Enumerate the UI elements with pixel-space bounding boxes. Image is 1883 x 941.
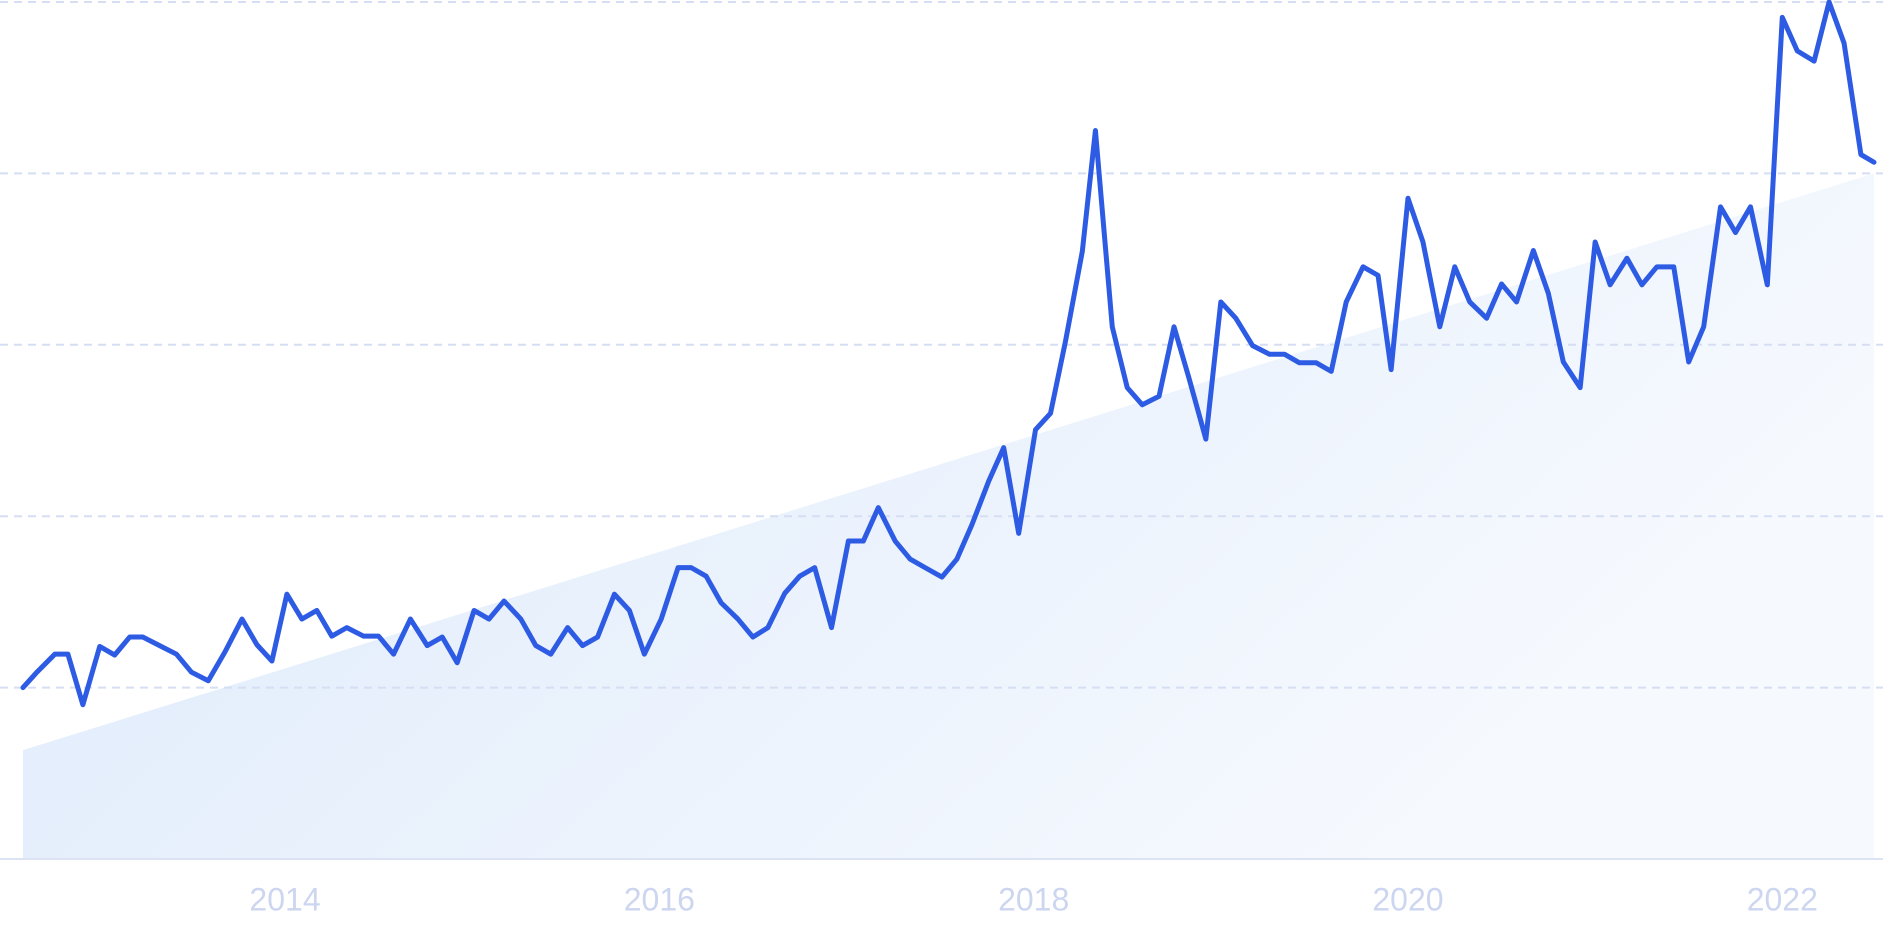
x-tick-label: 2020 [1372,881,1443,917]
trend-line [20,0,1877,708]
x-tick-label: 2016 [624,881,695,917]
trend-area [23,173,1874,859]
x-tick-label: 2014 [249,881,320,917]
x-tick-label: 2018 [998,881,1069,917]
x-tick-label: 2022 [1747,881,1818,917]
